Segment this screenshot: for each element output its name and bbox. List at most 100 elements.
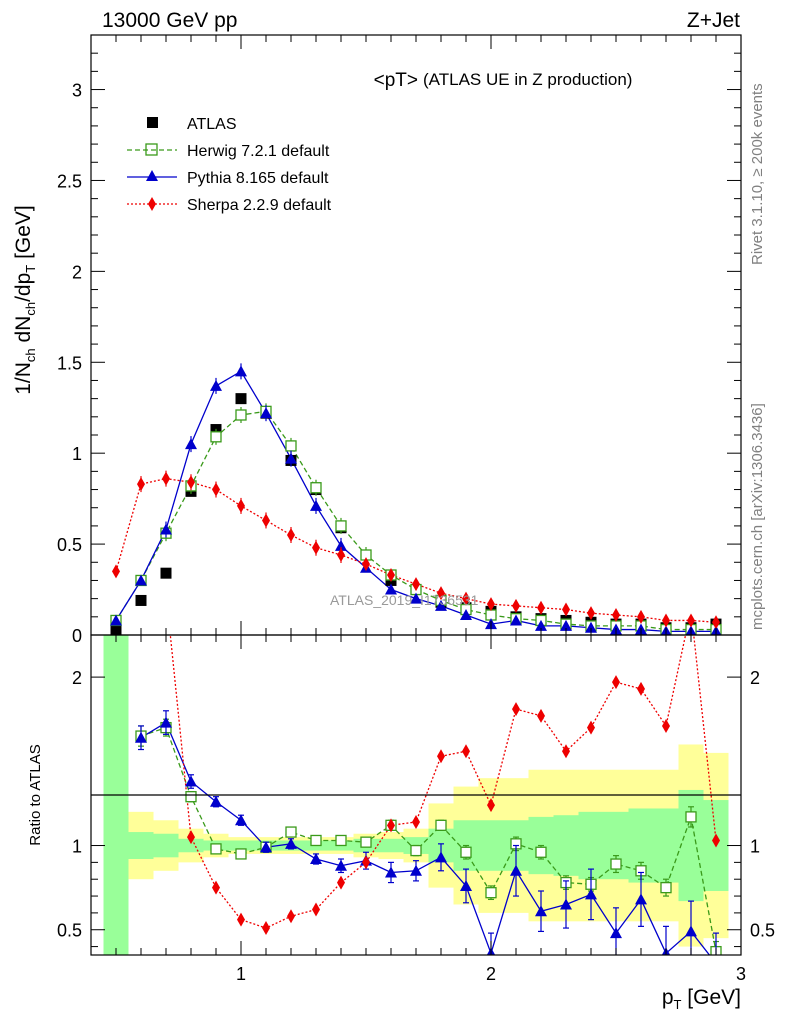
pythia-ratio-point [135,731,147,743]
sherpa-ratio-point [537,708,545,723]
pythia-main-point [260,407,272,419]
y-tick-label: 2 [72,262,82,282]
pythia-ratio-point [635,893,647,905]
ratio-band-inner-22 [653,808,679,883]
herwig-ratio-point [285,826,297,838]
pythia-ratio-point [285,837,297,849]
herwig-main-point [335,520,347,532]
pythia-ratio-point [460,879,472,891]
sherpa-main-point [662,613,670,628]
sherpa-main-point [637,609,645,624]
pythia-ratio-point [510,864,522,876]
sherpa-ratio-point [187,830,195,845]
herwig-ratio-point [185,791,197,803]
legend-pythia-label: Pythia 8.165 default [187,170,329,187]
y-tick-label: 0 [72,626,82,646]
header-right: Z+Jet [687,9,740,32]
pythia-main-point [410,592,422,604]
y-tick-label: 2.5 [57,171,82,191]
sherpa-main-point [237,498,245,513]
ratio-band-inner-15 [478,820,504,871]
sherpa-ratio-point [287,909,295,924]
legend-atlas-marker [147,117,158,128]
sherpa-ratio-point [237,912,245,927]
sherpa-main-point [437,586,445,601]
pythia-ratio-point [685,925,697,937]
pythia-ratio-point [235,814,247,826]
pythia-main-point [235,365,247,377]
pythia-ratio-line [140,721,711,955]
sherpa-main-point [337,548,345,562]
pythia-main-point [510,614,522,626]
pythia-ratio-point [185,775,197,787]
atlas-main-point [160,567,172,579]
sherpa-main-point [187,475,195,490]
herwig-ratio-point [410,844,422,857]
pythia-main-point [110,614,122,626]
plot-subtitle: (ATLAS UE in Z production) [423,70,632,89]
sherpa-ratio-point [212,880,220,895]
ratio-band-inner-5 [228,840,254,851]
herwig-ratio-point [485,887,497,899]
herwig-ratio-point [610,858,622,870]
sherpa-main-point [112,564,120,579]
y-tick-label: 0.5 [57,535,82,555]
sherpa-ratio-point [637,681,645,696]
sherpa-main-point [387,568,395,582]
pythia-ratio-point [210,795,222,807]
legend-sherpa-marker [148,197,156,211]
herwig-main-point [210,431,222,443]
x-tick-label: 1 [236,964,246,984]
sherpa-ratio-point [612,675,620,690]
herwig-ratio-point [660,881,672,894]
x-tick-label: 2 [486,964,496,984]
sherpa-ratio-point [712,833,720,848]
pythia-main-point [135,574,147,586]
sherpa-main-point [562,602,570,617]
x-tick-label: 3 [736,964,746,984]
herwig-main-point [285,440,297,452]
sherpa-ratio-point [462,744,470,759]
herwig-ratio-point [360,836,372,848]
x-axis-title: pT [GeV] [662,986,741,1012]
pythia-ratio-point [260,841,272,853]
legend-atlas-label: ATLAS [187,116,237,133]
sherpa-main-point [287,528,295,542]
sherpa-main-point [362,557,370,572]
pythia-main-point [160,523,172,535]
pythia-ratio-point [335,859,347,871]
ratio-y-tick-label-left: 1 [72,837,82,857]
legend: ATLAS Herwig 7.2.1 default Pythia 8.165 … [127,116,332,214]
watermark: ATLAS_2019_I1736531 [330,592,479,608]
herwig-ratio-point [335,834,347,847]
pythia-main-point [560,619,572,631]
herwig-ratio-point [435,819,447,831]
sherpa-ratio-point [337,875,345,890]
pythia-ratio-point [160,716,172,728]
herwig-ratio-point [685,811,697,823]
herwig-ratio-point [310,834,322,847]
sherpa-main-point [462,591,470,606]
ratio-band-inner-2 [153,833,179,858]
pythia-ratio-point [610,927,622,939]
atlas-main-point [135,594,147,606]
pythia-ratio-point [585,888,597,900]
sherpa-ratio-point [412,814,420,829]
sherpa-main-point [512,598,520,613]
ratio-y-tick-label-right: 2 [750,668,760,688]
legend-pythia-marker [146,170,158,181]
pythia-main-point [285,452,297,464]
side-label-rivet: Rivet 3.1.10, ≥ 200k events [749,83,766,265]
sherpa-main-point [687,613,695,628]
sherpa-main-point [312,540,320,555]
pythia-ratio-point [535,905,547,917]
pythia-ratio-point [560,898,572,910]
sherpa-ratio-point [437,749,445,764]
ratio-y-tick-label-left: 0.5 [57,921,82,941]
plot-title: <pT> [374,70,418,91]
ratio-y-tick-label-right: 0.5 [750,921,775,941]
sherpa-main-point [162,471,170,486]
legend-herwig-marker [145,143,158,156]
sherpa-main-point [712,615,720,630]
